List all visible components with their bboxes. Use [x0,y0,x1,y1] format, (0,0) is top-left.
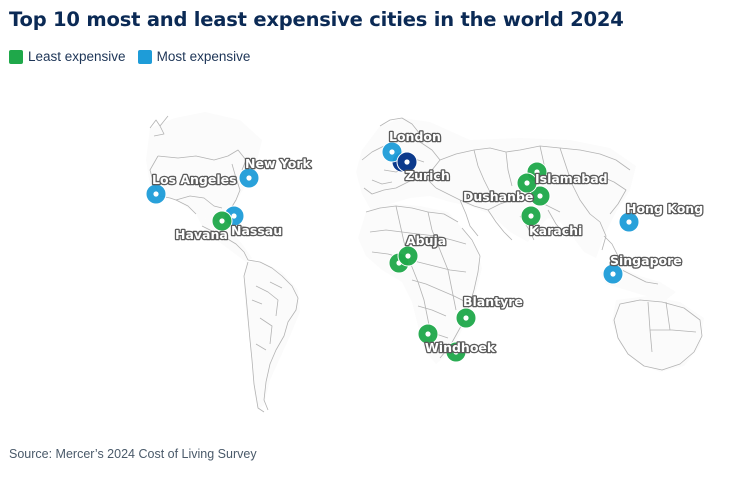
label-hong-kong: Hong Kong [626,201,703,216]
marker-los-angeles[interactable] [145,183,167,205]
label-nassau: Nassau [231,223,282,238]
label-dushanbe: Dushanbe [463,189,533,204]
marker[interactable] [529,185,551,207]
legend: Least expensive Most expensive [9,49,250,64]
source-note: Source: Mercer’s 2024 Cost of Living Sur… [9,447,257,461]
label-los-angeles: Los Angeles [152,172,237,187]
marker-windhoek[interactable] [445,341,467,363]
label-blantyre: Blantyre [463,294,523,309]
label-islamabad: Islamabad [535,171,608,186]
legend-swatch-most [137,49,152,64]
marker-hong-kong[interactable] [618,211,640,233]
label-abuja: Abuja [406,233,446,248]
marker-blantyre[interactable] [455,307,477,329]
marker-zurich[interactable] [396,151,418,173]
marker-karachi[interactable] [520,205,542,227]
city-labels: London Zurich New York Los Angeles Nassau Hon… [151,128,705,357]
marker-singapore[interactable] [602,263,624,285]
legend-item-least[interactable]: Least expensive [9,49,126,64]
legend-label-most: Most expensive [156,49,251,64]
label-new-york: New York [245,156,311,171]
legend-item-most[interactable]: Most expensive [137,49,251,64]
chart-title: Top 10 most and least expensive cities i… [9,8,624,31]
marker-dushanbe[interactable] [516,172,538,194]
label-zurich: Zurich [405,168,450,183]
legend-swatch-least [9,49,23,64]
land-masses [146,112,704,410]
label-singapore: Singapore [610,253,682,268]
label-havana: Havana [175,227,228,242]
marker-abuja[interactable] [397,245,419,267]
label-karachi: Karachi [529,223,582,238]
marker-new-york[interactable] [238,167,260,189]
marker-london[interactable] [381,141,403,163]
label-windhoek: Windhoek [425,340,496,355]
label-london: London [389,129,441,144]
city-markers [145,141,640,363]
marker[interactable] [417,323,439,345]
marker-havana[interactable] [211,210,233,232]
legend-label-least: Least expensive [28,49,126,64]
